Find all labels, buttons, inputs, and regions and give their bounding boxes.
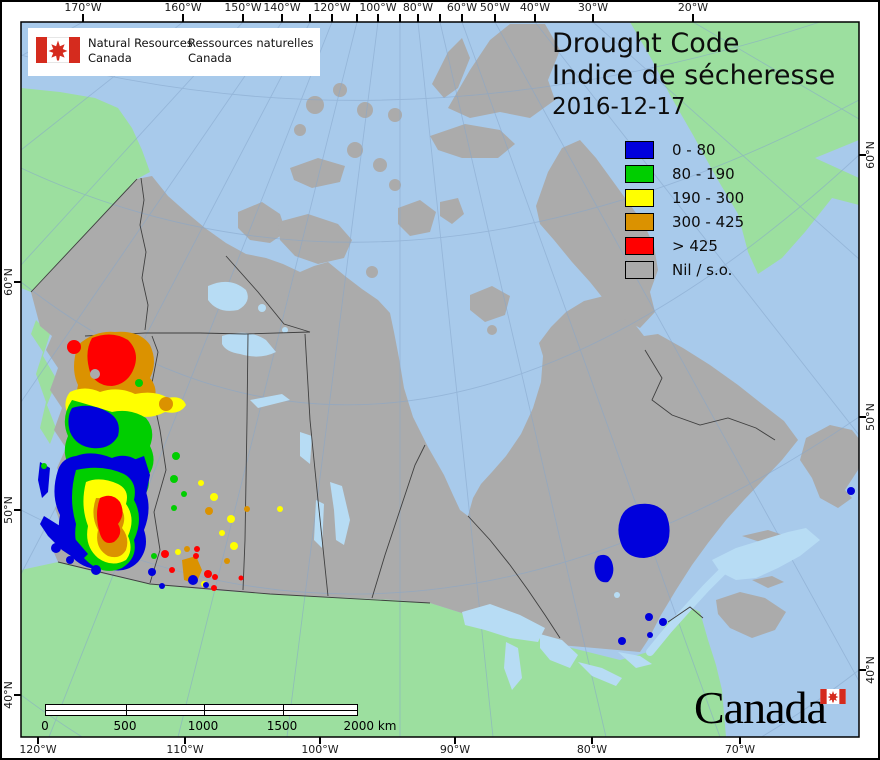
legend-swatch-orange xyxy=(625,213,654,231)
scale-label: 2000 km xyxy=(343,719,397,733)
tick-mark xyxy=(356,14,358,22)
legend-swatch-yellow xyxy=(625,189,654,207)
tick-mark xyxy=(377,14,379,22)
scale-bar-midline xyxy=(46,710,357,711)
top-axis-label: 170°W xyxy=(64,1,102,14)
scale-bar xyxy=(45,704,358,716)
land-green xyxy=(21,22,859,737)
legend-swatch-green xyxy=(625,165,654,183)
tick-mark xyxy=(184,737,186,744)
bottom-axis-label: 80°W xyxy=(576,743,608,756)
legend-label: > 425 xyxy=(672,237,718,255)
tick-mark xyxy=(399,14,401,22)
tick-mark xyxy=(494,14,496,22)
top-axis-label: 120°W xyxy=(313,1,351,14)
top-axis-label: 150°W xyxy=(224,1,262,14)
scale-bar-divider xyxy=(126,705,127,715)
tick-mark xyxy=(692,14,694,22)
title-date: 2016-12-17 xyxy=(552,94,686,120)
right-axis-label: 60°N xyxy=(864,141,877,169)
org-name-fr: Ressources naturelles Canada xyxy=(188,36,314,65)
tick-mark xyxy=(37,737,39,744)
top-axis-label: 40°W xyxy=(519,1,551,14)
tick-mark xyxy=(859,669,866,671)
map-title: Drought Code Indice de sécheresse 2016-1… xyxy=(552,28,835,122)
legend-swatch-nil xyxy=(625,261,654,279)
right-axis-label: 40°N xyxy=(864,656,877,684)
scale-bar-divider xyxy=(283,705,284,715)
tick-mark xyxy=(461,14,463,22)
top-axis-label: 60°W xyxy=(446,1,478,14)
tick-mark xyxy=(859,154,866,156)
top-axis-label: 20°W xyxy=(677,1,709,14)
tick-mark xyxy=(14,281,21,283)
legend-label: 190 - 300 xyxy=(672,189,745,207)
tick-mark xyxy=(182,14,184,22)
tick-mark xyxy=(439,14,441,22)
scale-label: 1500 xyxy=(266,719,298,733)
top-axis-label: 80°W xyxy=(402,1,434,14)
bottom-axis-label: 90°W xyxy=(439,743,471,756)
tick-mark xyxy=(319,737,321,744)
graticule xyxy=(21,22,859,737)
tick-mark xyxy=(591,737,593,744)
top-axis-label: 140°W xyxy=(263,1,301,14)
tick-mark xyxy=(82,14,84,22)
tick-mark xyxy=(281,14,283,22)
wordmark-flag-icon xyxy=(820,689,846,704)
map-frame xyxy=(20,21,860,738)
tick-mark xyxy=(739,737,741,744)
tick-mark xyxy=(242,14,244,22)
title-en: Drought Code xyxy=(552,28,740,59)
top-axis-label: 100°W xyxy=(359,1,397,14)
legend-swatch-red xyxy=(625,237,654,255)
tick-mark xyxy=(14,694,21,696)
legend-label: 0 - 80 xyxy=(672,141,716,159)
political-borders xyxy=(30,177,776,639)
tick-mark xyxy=(592,14,594,22)
nrcan-signature: Natural Resources Canada Ressources natu… xyxy=(28,28,320,76)
canada-wordmark: Canada xyxy=(694,682,827,733)
legend-label: 80 - 190 xyxy=(672,165,735,183)
tick-mark xyxy=(417,14,419,22)
tick-mark xyxy=(859,416,866,418)
legend-swatch-blue xyxy=(625,141,654,159)
bottom-axis-label: 120°W xyxy=(19,743,57,756)
scale-label: 500 xyxy=(113,719,137,733)
top-axis-label: 160°W xyxy=(164,1,202,14)
tick-mark xyxy=(454,737,456,744)
scale-label: 1000 xyxy=(187,719,219,733)
tick-mark xyxy=(14,509,21,511)
top-axis-label: 50°W xyxy=(479,1,511,14)
scale-bar-divider xyxy=(204,705,205,715)
title-fr: Indice de sécheresse xyxy=(552,60,836,91)
tick-mark xyxy=(534,14,536,22)
scale-label: 0 xyxy=(41,719,49,733)
right-axis-label: 50°N xyxy=(864,403,877,431)
org-name-en: Natural Resources Canada xyxy=(88,36,193,65)
tick-mark xyxy=(331,14,333,22)
bottom-axis-label: 100°W xyxy=(301,743,339,756)
legend-label: 300 - 425 xyxy=(672,213,745,231)
drought-regions xyxy=(38,331,855,645)
tick-mark xyxy=(309,14,311,22)
top-axis-label: 30°W xyxy=(577,1,609,14)
canada-flag-icon xyxy=(36,37,80,63)
bottom-axis-label: 110°W xyxy=(166,743,204,756)
legend-label: Nil / s.o. xyxy=(672,261,733,279)
bottom-axis-label: 70°W xyxy=(724,743,756,756)
